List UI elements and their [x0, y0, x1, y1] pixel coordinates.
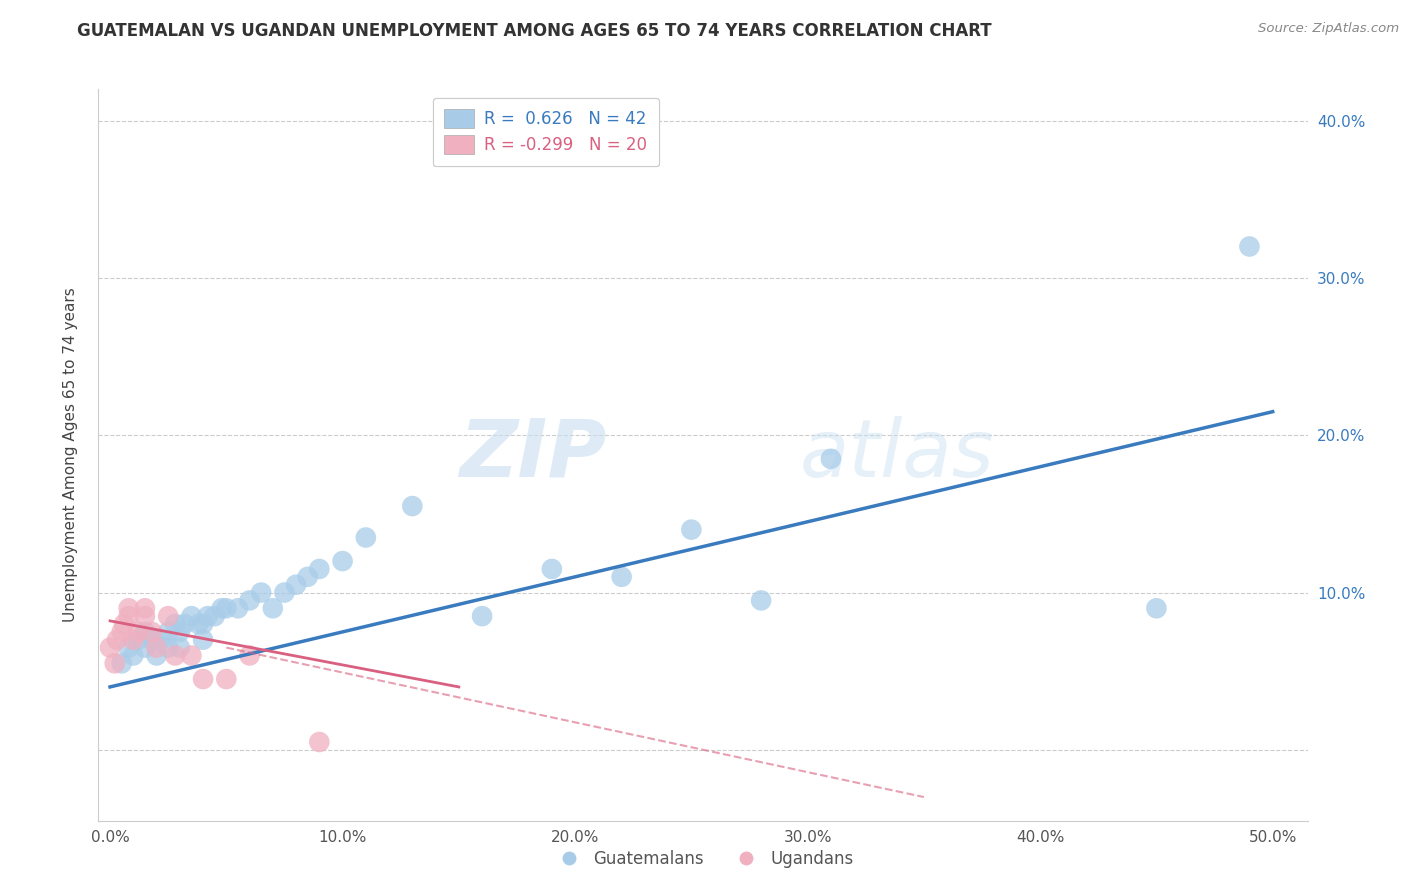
Text: Source: ZipAtlas.com: Source: ZipAtlas.com: [1258, 22, 1399, 36]
Point: [118, 601, 141, 615]
Point: [297, 570, 319, 584]
Point: [239, 593, 262, 607]
Point: [169, 624, 191, 639]
Point: [191, 672, 214, 686]
Point: [165, 648, 187, 663]
Point: [681, 523, 703, 537]
Point: [354, 531, 377, 545]
Point: [187, 617, 209, 632]
Point: [122, 632, 145, 647]
Point: [180, 648, 202, 663]
Point: [141, 632, 163, 647]
Text: GUATEMALAN VS UGANDAN UNEMPLOYMENT AMONG AGES 65 TO 74 YEARS CORRELATION CHART: GUATEMALAN VS UGANDAN UNEMPLOYMENT AMONG…: [77, 22, 993, 40]
Point: [173, 617, 195, 632]
Text: ZIP: ZIP: [458, 416, 606, 494]
Point: [262, 601, 284, 615]
Point: [134, 601, 156, 615]
Point: [285, 577, 308, 591]
Point: [134, 624, 156, 639]
Point: [157, 624, 180, 639]
Point: [112, 617, 135, 632]
Point: [211, 601, 233, 615]
Text: atlas: atlas: [800, 416, 994, 494]
Point: [215, 672, 238, 686]
Point: [250, 585, 273, 599]
Point: [749, 593, 772, 607]
Point: [226, 601, 249, 615]
Point: [471, 609, 494, 624]
Point: [141, 624, 163, 639]
Point: [401, 499, 423, 513]
Point: [1239, 239, 1261, 253]
Point: [239, 648, 262, 663]
Point: [540, 562, 562, 576]
Point: [610, 570, 633, 584]
Point: [118, 609, 141, 624]
Point: [197, 609, 219, 624]
Y-axis label: Unemployment Among Ages 65 to 74 years: Unemployment Among Ages 65 to 74 years: [63, 287, 77, 623]
Point: [134, 640, 156, 655]
Point: [134, 609, 156, 624]
Point: [122, 648, 145, 663]
Point: [1144, 601, 1167, 615]
Legend: R =  0.626   N = 42, R = -0.299   N = 20: R = 0.626 N = 42, R = -0.299 N = 20: [433, 97, 659, 166]
Point: [127, 632, 149, 647]
Point: [105, 632, 128, 647]
Point: [111, 657, 134, 671]
Point: [204, 609, 226, 624]
Point: [165, 617, 187, 632]
Point: [308, 735, 330, 749]
Point: [215, 601, 238, 615]
Point: [150, 632, 173, 647]
Point: [104, 657, 127, 671]
Point: [332, 554, 354, 568]
Point: [308, 562, 330, 576]
Point: [157, 609, 180, 624]
Point: [157, 640, 180, 655]
Point: [98, 640, 121, 655]
Point: [180, 609, 202, 624]
Point: [145, 640, 167, 655]
Point: [191, 617, 214, 632]
Point: [191, 632, 214, 647]
Point: [111, 624, 134, 639]
Point: [169, 640, 191, 655]
Legend: Guatemalans, Ugandans: Guatemalans, Ugandans: [546, 844, 860, 875]
Point: [273, 585, 295, 599]
Point: [145, 648, 167, 663]
Point: [127, 624, 149, 639]
Point: [118, 640, 141, 655]
Point: [820, 451, 842, 466]
